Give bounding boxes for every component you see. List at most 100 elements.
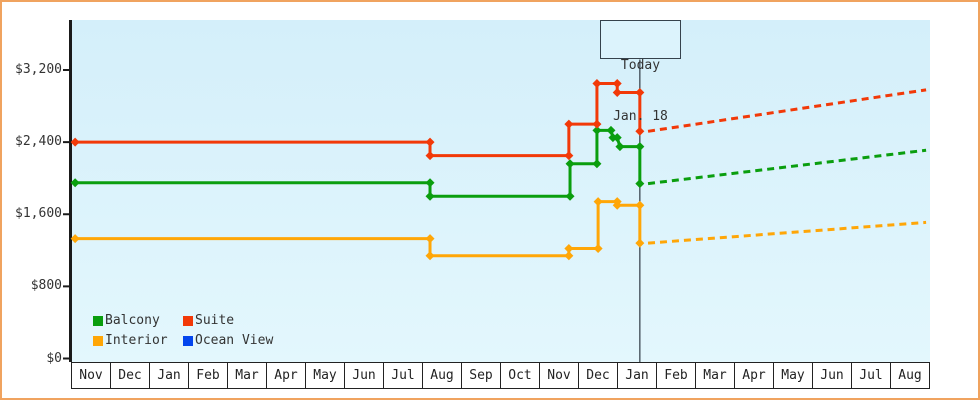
x-axis-month-cell: Jan [617, 363, 656, 388]
x-axis-month-label: Apr [742, 368, 766, 383]
x-axis-month-label: Aug [898, 368, 922, 383]
data-point [635, 126, 645, 136]
data-point [565, 159, 575, 169]
data-point [70, 178, 80, 188]
data-point [592, 119, 602, 129]
legend-label: Ocean View [195, 333, 274, 348]
data-point [612, 79, 622, 89]
series-balcony [70, 125, 927, 201]
data-point [565, 191, 575, 201]
legend-swatch [93, 316, 103, 326]
data-point [425, 137, 435, 147]
data-point [612, 88, 622, 98]
price-line [75, 82, 642, 158]
price-line [75, 128, 642, 198]
data-point [592, 79, 602, 89]
x-axis-month-cell: Jun [812, 363, 851, 388]
today-label: Today [620, 58, 661, 73]
data-point [425, 191, 435, 201]
x-axis-month-cell: Aug [422, 363, 461, 388]
data-point [564, 119, 574, 129]
data-point [425, 234, 435, 244]
data-point [635, 88, 645, 98]
x-axis-month-cell: Jul [383, 363, 422, 388]
data-point [593, 197, 603, 207]
y-axis-label: $800 [30, 278, 62, 294]
x-axis-month-cell: Feb [656, 363, 695, 388]
x-axis-month-cell: Jun [344, 363, 383, 388]
data-point [564, 251, 574, 261]
data-point [606, 125, 616, 135]
data-point [592, 125, 602, 135]
x-axis-month-label: Dec [586, 368, 610, 383]
data-point [612, 133, 622, 143]
x-axis-month-label: Jan [157, 368, 181, 383]
x-axis-month-cell: Dec [110, 363, 149, 388]
x-axis-month-label: Apr [274, 368, 298, 383]
x-axis-month-cell: Nov [72, 363, 110, 388]
data-point [425, 251, 435, 261]
legend-swatch [183, 336, 193, 346]
legend-item-ocean-view[interactable]: Ocean View [183, 331, 273, 351]
x-axis-month-label: Jul [859, 368, 883, 383]
data-point [635, 142, 645, 152]
x-axis-month-label: Oct [508, 368, 532, 383]
data-point [592, 159, 602, 169]
data-point [635, 179, 645, 189]
forecast-line [647, 220, 927, 245]
x-axis-month-cell: Aug [890, 363, 929, 388]
data-point [425, 151, 435, 161]
x-axis-month-cell: Jul [851, 363, 890, 388]
data-point [70, 234, 80, 244]
y-axis-label: $2,400 [15, 134, 62, 150]
x-axis-month-cell: Feb [188, 363, 227, 388]
x-axis-month-cell: Nov [539, 363, 578, 388]
price-line [75, 200, 642, 258]
x-axis-month-cell: Dec [578, 363, 617, 388]
x-axis-month-label: Jun [820, 368, 844, 383]
y-axis: $0 $800 $1,600 $2,400 $3,200 [0, 0, 62, 400]
forecast-line [647, 148, 927, 186]
data-point [425, 178, 435, 188]
x-axis-month-cell: Apr [266, 363, 305, 388]
legend-label: Balcony [105, 313, 160, 328]
x-axis-month-label: Jul [391, 368, 415, 383]
x-axis-month-label: Sep [469, 368, 493, 383]
x-axis-month-cell: Jan [149, 363, 188, 388]
y-axis-label: $3,200 [15, 62, 62, 77]
x-axis-month-label: Dec [118, 368, 142, 383]
y-axis-label: $1,600 [15, 206, 62, 222]
legend-label: Suite [195, 313, 235, 328]
today-date: Jan. 18 [613, 109, 668, 124]
x-axis-month-cell: Mar [695, 363, 734, 388]
x-axis-month-label: Aug [430, 368, 454, 383]
series-suite [70, 79, 927, 161]
legend-item-balcony[interactable]: Balcony [93, 311, 183, 331]
today-annotation: Today Jan. 18 [600, 20, 681, 124]
x-axis-month-cell: Oct [500, 363, 539, 388]
data-point [635, 200, 645, 210]
data-point [635, 238, 645, 248]
x-axis: Nov Dec Jan Feb Mar Apr May Jun Jul Aug Sep Oct Nov D… [71, 362, 930, 389]
x-axis-month-label: Jan [625, 368, 649, 383]
x-axis-month-label: May [781, 368, 805, 383]
data-point [564, 244, 574, 254]
data-point [70, 137, 80, 147]
x-axis-month-label: May [313, 368, 337, 383]
legend-item-suite[interactable]: Suite [183, 311, 273, 331]
x-axis-month-label: Jun [352, 368, 376, 383]
x-axis-month-cell: Sep [461, 363, 500, 388]
x-axis-month-label: Mar [703, 368, 727, 383]
forecast-line [647, 88, 927, 133]
legend-swatch [93, 336, 103, 346]
plot-area [72, 20, 930, 362]
x-axis-month-cell: May [773, 363, 812, 388]
data-point [612, 200, 622, 210]
x-axis-month-label: Feb [196, 368, 220, 383]
x-axis-month-cell: May [305, 363, 344, 388]
legend-item-interior[interactable]: Interior [93, 331, 183, 351]
y-axis-label: $0 [46, 350, 62, 366]
x-axis-month-label: Mar [235, 368, 259, 383]
